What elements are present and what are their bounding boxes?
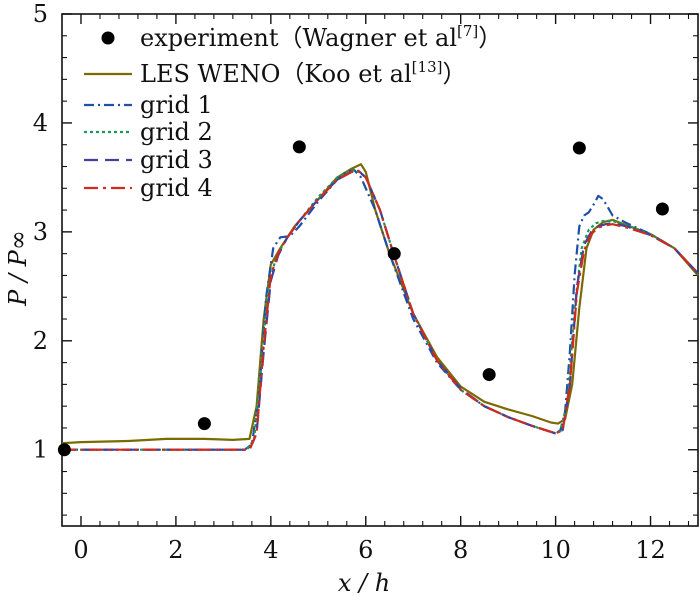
legend-label: LES WENO（Koo et al[13]） <box>140 58 466 88</box>
series-line-les-weno-koo-et-al-13 <box>61 163 699 445</box>
x-tick-label: 2 <box>168 536 183 564</box>
legend-label: grid 3 <box>140 146 213 174</box>
experiment-points <box>57 140 669 457</box>
x-tick-label: 8 <box>453 536 468 564</box>
experiment-point <box>655 202 669 216</box>
legend-label: experiment（Wagner et al[7]） <box>140 22 502 52</box>
legend-marker-experiment <box>101 31 115 45</box>
x-tick-label: 6 <box>358 536 373 564</box>
experiment-point <box>57 443 71 457</box>
legend-label: grid 1 <box>140 91 213 119</box>
series-layer <box>61 163 699 451</box>
x-tick-label: 12 <box>635 536 666 564</box>
series-line-grid-2 <box>62 168 699 451</box>
x-tick-label: 10 <box>540 536 571 564</box>
y-tick-label: 1 <box>33 436 48 464</box>
y-tick-label: 5 <box>33 0 48 28</box>
legend-label: grid 4 <box>140 174 213 202</box>
experiment-point <box>572 141 586 155</box>
x-tick-label: 4 <box>263 536 278 564</box>
plot-frame <box>61 13 699 527</box>
y-tick-label: 3 <box>33 218 48 246</box>
experiment-point <box>482 368 496 382</box>
legend: experiment（Wagner et al[7]） LES WENO（Koo … <box>84 22 502 202</box>
series-line-grid-4 <box>62 169 699 451</box>
y-tick-label: 4 <box>33 109 48 137</box>
experiment-point <box>387 247 401 261</box>
y-tick-label: 2 <box>33 327 48 355</box>
x-tick-label: 0 <box>73 536 88 564</box>
x-axis-label: x / h <box>338 569 390 596</box>
axis-ticks <box>61 13 698 526</box>
y-axis-label: P / P∞ <box>4 230 32 307</box>
experiment-point <box>292 140 306 154</box>
experiment-point <box>197 417 211 431</box>
legend-label: grid 2 <box>140 118 213 146</box>
